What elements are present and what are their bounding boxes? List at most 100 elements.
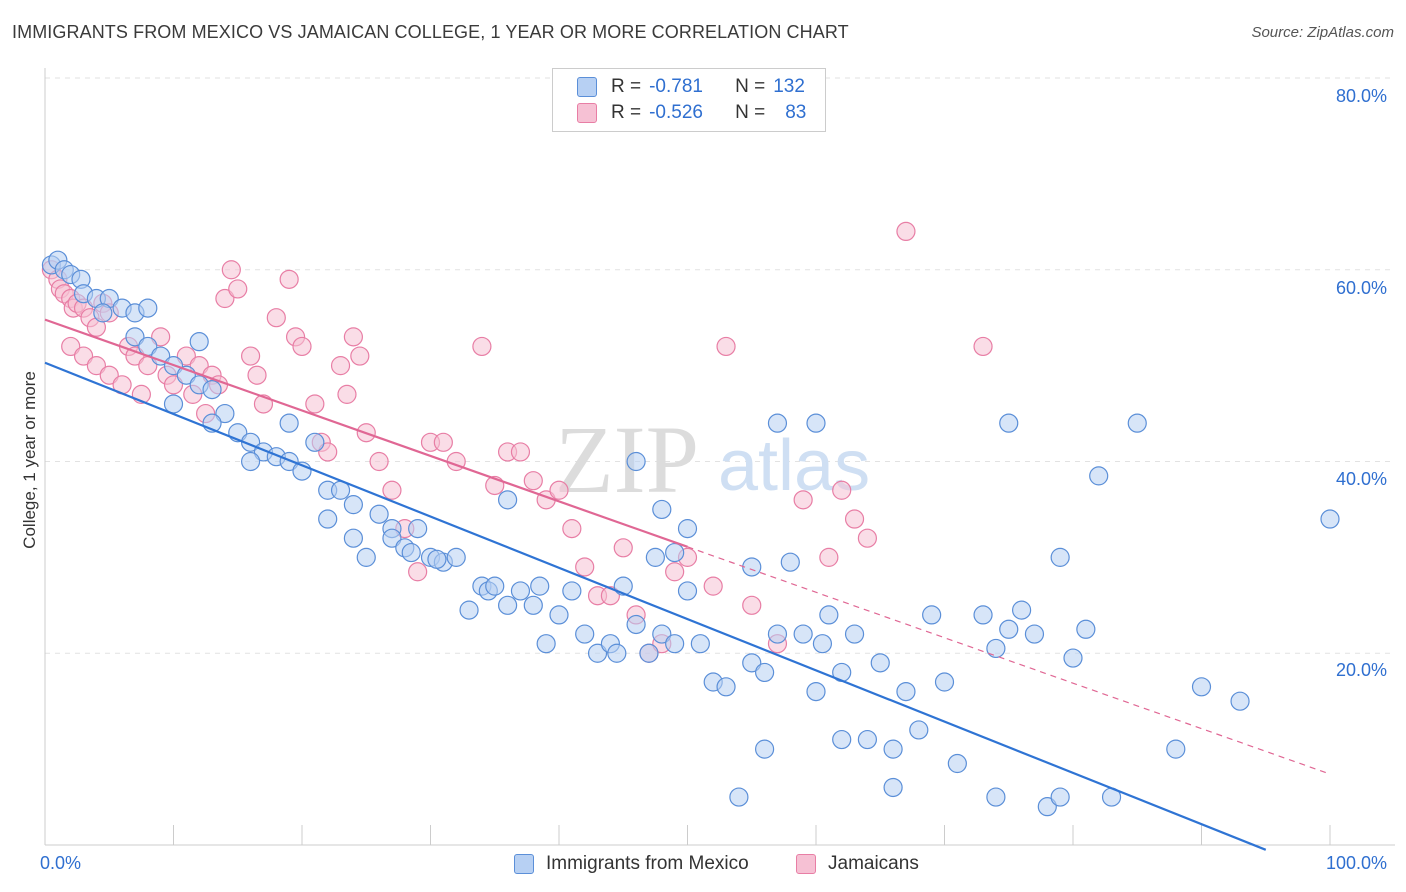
mexico-point bbox=[883, 739, 903, 759]
trend-lines bbox=[44, 318, 1331, 851]
mexico-point bbox=[151, 346, 171, 366]
legend-r-label: R = bbox=[611, 76, 642, 97]
jamaicans-point bbox=[266, 308, 286, 328]
jamaicans-point bbox=[665, 562, 685, 582]
mexico-point bbox=[485, 576, 505, 596]
mexico-point bbox=[677, 581, 698, 601]
jamaicans-point bbox=[523, 471, 543, 491]
bottom-legend-label: Immigrants from Mexico bbox=[546, 853, 749, 874]
jamaicans-point bbox=[241, 346, 261, 366]
mexico-point bbox=[408, 519, 428, 539]
mexico-point bbox=[318, 509, 338, 529]
mexico-point bbox=[896, 681, 916, 702]
legend-swatch-pink bbox=[577, 103, 597, 123]
legend-r-value: -0.781 bbox=[649, 76, 703, 97]
mexico-point bbox=[530, 576, 550, 596]
jamaicans-point bbox=[305, 394, 325, 414]
mexico-point bbox=[780, 552, 800, 572]
grid-lines bbox=[45, 77, 1395, 654]
y-tick-label: 20.0% bbox=[1336, 660, 1388, 680]
mexico-point bbox=[677, 519, 698, 539]
legend-n-value: 83 bbox=[785, 102, 807, 123]
jamaicans-point bbox=[472, 336, 492, 357]
mexico-point bbox=[665, 634, 685, 654]
chart-title: IMMIGRANTS FROM MEXICO VS JAMAICAN COLLE… bbox=[12, 22, 849, 42]
mexico-point bbox=[922, 605, 942, 625]
legend-n-label: N = bbox=[735, 76, 766, 97]
mexico-point bbox=[1127, 413, 1147, 433]
mexico-point bbox=[857, 729, 878, 750]
mexico-point bbox=[1063, 648, 1083, 668]
jamaicans-point bbox=[318, 442, 338, 462]
mexico-point bbox=[844, 624, 865, 644]
y-tick-label: 80.0% bbox=[1336, 86, 1388, 106]
jamaicans-point bbox=[703, 576, 723, 596]
mexico-point bbox=[1050, 547, 1070, 567]
correlation-legend: R = -0.781 N = 132 R = -0.526 N = 83 bbox=[552, 68, 826, 132]
mexico-point bbox=[806, 413, 826, 433]
mexico-point bbox=[1089, 466, 1109, 486]
mexico-point bbox=[369, 504, 389, 524]
mexico-point bbox=[690, 634, 710, 654]
mexico-point bbox=[999, 619, 1019, 639]
mexico-point bbox=[1320, 509, 1340, 529]
trend-line-mexico bbox=[44, 361, 1267, 851]
jamaicans-point bbox=[382, 480, 402, 500]
mexico-point bbox=[986, 787, 1006, 807]
bottom-legend-swatch-pink bbox=[796, 854, 816, 874]
trend-line-jamaicans bbox=[44, 318, 688, 548]
axes bbox=[44, 68, 1395, 846]
bottom-legend-swatch-blue bbox=[514, 854, 534, 874]
jamaicans-point bbox=[549, 480, 569, 500]
jamaicans-point bbox=[61, 336, 81, 357]
mexico-point bbox=[909, 720, 929, 740]
mexico-point bbox=[652, 624, 672, 644]
mexico-point bbox=[382, 528, 402, 548]
mexico-point bbox=[716, 677, 736, 697]
mexico-point bbox=[1076, 619, 1096, 639]
x-tick-label-max: 100.0% bbox=[1326, 853, 1388, 873]
jamaicans-point bbox=[176, 346, 196, 366]
mexico-point bbox=[446, 547, 466, 567]
mexico-point bbox=[163, 394, 184, 414]
mexico-point bbox=[356, 547, 376, 567]
jamaicans-point bbox=[716, 336, 736, 357]
jamaicans-point bbox=[369, 451, 389, 472]
mexico-point bbox=[138, 298, 158, 318]
mexico-point bbox=[498, 595, 518, 615]
mexico-point bbox=[562, 581, 582, 601]
mexico-point bbox=[665, 542, 685, 563]
jamaicans-point bbox=[896, 221, 916, 241]
mexico-point bbox=[549, 605, 569, 625]
legend-r-value: -0.526 bbox=[649, 102, 703, 123]
jamaicans-point bbox=[857, 528, 878, 548]
mexico-point bbox=[742, 557, 762, 577]
mexico-point bbox=[754, 662, 775, 683]
jamaicans-point bbox=[408, 562, 428, 582]
mexico-point bbox=[523, 595, 543, 615]
mexico-point bbox=[767, 413, 788, 433]
series-mexico-points bbox=[41, 250, 1340, 817]
mexico-point bbox=[626, 614, 646, 635]
mexico-point bbox=[498, 490, 518, 510]
mexico-point bbox=[575, 624, 595, 644]
jamaicans-point bbox=[337, 384, 357, 404]
jamaicans-point bbox=[292, 336, 312, 357]
jamaicans-point bbox=[221, 260, 241, 280]
jamaicans-point bbox=[575, 557, 595, 577]
bottom-legend-jamaicans: Jamaicans bbox=[796, 852, 919, 876]
legend-swatch-blue bbox=[577, 77, 597, 97]
bottom-legend-mexico: Immigrants from Mexico bbox=[514, 852, 749, 876]
jamaicans-point bbox=[844, 509, 865, 529]
mexico-point bbox=[806, 681, 826, 702]
legend-r-label: R = bbox=[611, 102, 642, 123]
jamaicans-point bbox=[125, 346, 145, 366]
jamaicans-point bbox=[215, 288, 235, 309]
jamaicans-point bbox=[433, 432, 453, 452]
jamaicans-point bbox=[163, 375, 184, 395]
mexico-point bbox=[754, 739, 775, 759]
mexico-point bbox=[189, 332, 209, 352]
mexico-point bbox=[343, 528, 363, 548]
x-tick-label-min: 0.0% bbox=[40, 853, 82, 873]
